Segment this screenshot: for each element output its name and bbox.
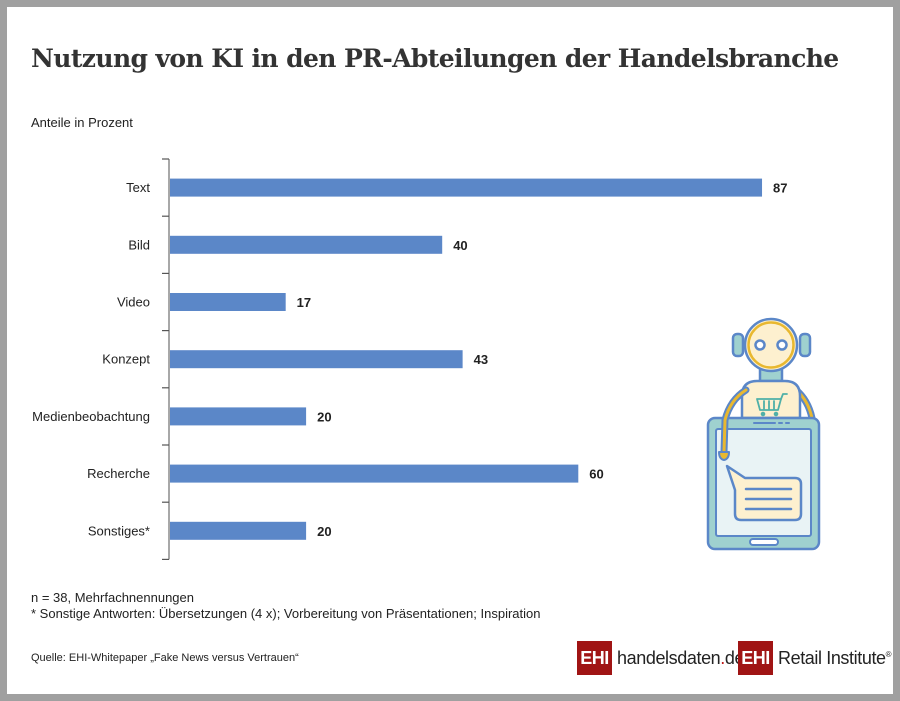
retail-institute-name: Retail Institute [778,647,886,668]
bar-3 [170,350,463,369]
ehi-logo-box: EHI [577,641,612,675]
robot-head-ring [747,321,795,369]
retail-institute-logo[interactable]: EHI Retail Institute® [738,641,892,675]
category-label: Medienbeobachtung [32,409,150,424]
category-label: Sonstiges* [88,523,150,538]
value-label: 43 [474,352,488,367]
ehi-logo-box: EHI [738,641,773,675]
bar-6 [170,521,307,540]
bar-2 [170,293,286,311]
category-label: Text [126,180,150,195]
value-label: 17 [297,295,311,310]
value-label: 20 [317,409,331,424]
value-label: 87 [773,181,787,196]
robot-illustration [706,317,821,551]
handelsdaten-dot: . [720,647,725,668]
robot-eye-right [776,339,788,351]
robot-hand [718,451,730,461]
value-label: 20 [317,524,331,539]
bar-5 [170,464,579,483]
footnote: * Sonstige Antworten: Übersetzungen (4 x… [31,606,541,621]
tablet-home-button [749,538,779,546]
retail-institute-logo-text: Retail Institute® [778,647,892,669]
category-label: Konzept [102,352,150,367]
registered-mark: ® [885,649,892,659]
bar-1 [170,235,443,254]
speech-bubble [725,464,803,522]
value-label: 40 [453,238,467,253]
handelsdaten-logo[interactable]: EHI handelsdaten.de [577,641,745,675]
chart-title: Nutzung von KI in den PR-Abteilungen der… [31,44,839,73]
sample-note: n = 38, Mehrfachnennungen [31,590,194,605]
source-text: Quelle: EHI-Whitepaper „Fake News versus… [31,652,299,664]
category-label: Bild [128,237,150,252]
value-label: 60 [589,467,603,482]
chart-subtitle: Anteile in Prozent [31,115,133,130]
bar-4 [170,407,307,426]
category-label: Recherche [87,466,150,481]
robot-ear-left [731,332,745,358]
shopping-cart-icon [756,393,788,417]
category-label: Video [117,295,150,310]
bar-0 [170,178,763,197]
robot-ear-right [798,332,812,358]
handelsdaten-logo-text: handelsdaten.de [617,647,745,669]
robot-eye-left [754,339,766,351]
handelsdaten-name: handelsdaten [617,647,721,668]
robot-head [743,317,799,373]
